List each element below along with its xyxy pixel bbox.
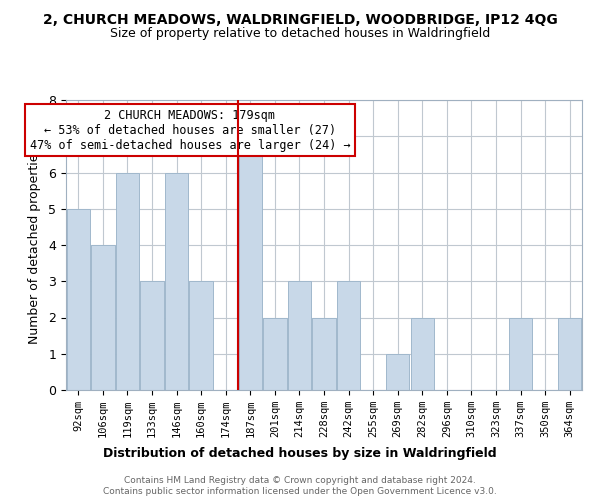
Bar	[558, 318, 581, 390]
Bar	[509, 318, 532, 390]
Bar	[239, 136, 262, 390]
Text: Contains HM Land Registry data © Crown copyright and database right 2024.: Contains HM Land Registry data © Crown c…	[124, 476, 476, 485]
Bar	[67, 209, 90, 390]
Bar	[337, 281, 360, 390]
Y-axis label: Number of detached properties: Number of detached properties	[28, 146, 41, 344]
Bar	[313, 318, 335, 390]
Text: Contains public sector information licensed under the Open Government Licence v3: Contains public sector information licen…	[103, 488, 497, 496]
Bar	[410, 318, 434, 390]
Text: 2 CHURCH MEADOWS: 179sqm
← 53% of detached houses are smaller (27)
47% of semi-d: 2 CHURCH MEADOWS: 179sqm ← 53% of detach…	[29, 108, 350, 152]
Text: Distribution of detached houses by size in Waldringfield: Distribution of detached houses by size …	[103, 448, 497, 460]
Bar	[91, 245, 115, 390]
Bar	[288, 281, 311, 390]
Text: Size of property relative to detached houses in Waldringfield: Size of property relative to detached ho…	[110, 28, 490, 40]
Bar	[140, 281, 164, 390]
Bar	[116, 172, 139, 390]
Bar	[165, 172, 188, 390]
Text: 2, CHURCH MEADOWS, WALDRINGFIELD, WOODBRIDGE, IP12 4QG: 2, CHURCH MEADOWS, WALDRINGFIELD, WOODBR…	[43, 12, 557, 26]
Bar	[386, 354, 409, 390]
Bar	[263, 318, 287, 390]
Bar	[190, 281, 213, 390]
